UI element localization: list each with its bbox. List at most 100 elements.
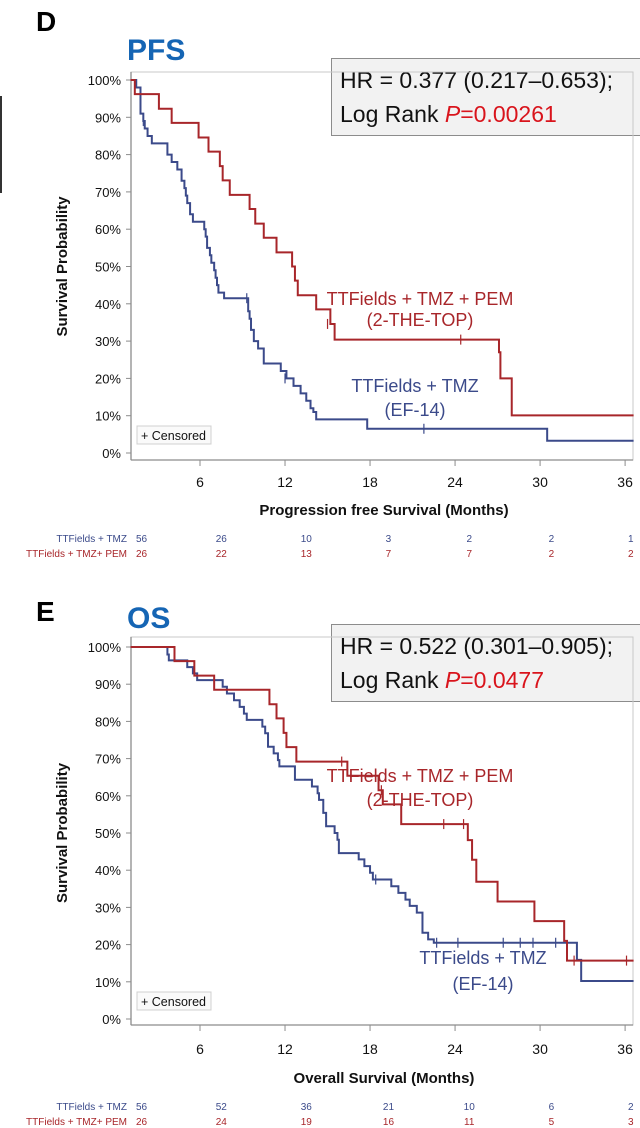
x-tick-label: 6	[196, 474, 204, 490]
y-tick-label: 100%	[88, 73, 122, 88]
y-tick-label: 30%	[95, 900, 121, 915]
y-tick-label: 60%	[95, 222, 121, 237]
at-risk-count: 52	[216, 1102, 228, 1113]
left-edge-bar	[0, 96, 2, 193]
at-risk-count: 26	[216, 534, 228, 545]
x-tick-label: 24	[447, 1041, 463, 1057]
curve-sublabel-treatment: (2-THE-TOP)	[367, 310, 474, 330]
x-tick-label: 6	[196, 1041, 204, 1057]
curve-label-control: TTFields + TMZ	[351, 376, 478, 396]
y-tick-label: 80%	[95, 714, 121, 729]
p-symbol: P	[444, 101, 461, 127]
x-tick-label: 30	[532, 1041, 548, 1057]
x-axis-label: Progression free Survival (Months)	[259, 502, 508, 519]
km-curve-control	[130, 79, 634, 442]
at-risk-count: 3	[386, 534, 392, 545]
at-risk-count: 26	[136, 549, 148, 560]
chart-pfs: 0%10%20%30%40%50%60%70%80%90%100%6 12 18 24…	[26, 71, 634, 560]
logrank-text: Log Rank P=0.0477	[340, 663, 640, 697]
panel-letter-d: D	[36, 6, 57, 37]
at-risk-row-label: TTFields + TMZ	[56, 534, 127, 545]
plot-frame	[130, 71, 634, 461]
stats-box-pfs: HR = 0.377 (0.217–0.653); Log Rank P=0.0…	[331, 58, 640, 136]
at-risk-count: 10	[301, 534, 313, 545]
logrank-text: Log Rank P=0.00261	[340, 97, 640, 131]
logrank-prefix: Log Rank	[340, 667, 445, 693]
at-risk-count: 56	[136, 534, 148, 545]
y-tick-label: 60%	[95, 789, 121, 804]
x-tick-label: 18	[362, 474, 378, 490]
censor-legend-text: + Censored	[141, 429, 206, 443]
km-curve-treatment	[130, 646, 634, 962]
x-tick-label: 18	[362, 1041, 378, 1057]
y-tick-label: 90%	[95, 677, 121, 692]
at-risk-count: 2	[549, 534, 555, 545]
at-risk-count: 16	[383, 1117, 395, 1128]
panel-title-pfs: PFS	[127, 34, 186, 67]
y-tick-label: 0%	[102, 1012, 121, 1027]
at-risk-count: 19	[301, 1117, 313, 1128]
km-curve-treatment	[130, 79, 634, 417]
y-tick-label: 10%	[95, 409, 121, 424]
censor-legend-box	[136, 991, 212, 1011]
at-risk-row-label: TTFields + TMZ+ PEM	[26, 549, 127, 560]
y-axis-label: Survival Probability	[54, 762, 71, 903]
x-tick-label: 36	[617, 1041, 633, 1057]
at-risk-count: 56	[136, 1102, 148, 1113]
hr-text: HR = 0.377 (0.217–0.653);	[340, 67, 613, 93]
y-tick-label: 50%	[95, 826, 121, 841]
x-tick-label: 12	[277, 1041, 293, 1057]
curve-sublabel-control: (EF-14)	[452, 974, 513, 994]
curve-label-treatment: TTFields + TMZ + PEM	[327, 766, 514, 786]
at-risk-count: 2	[466, 534, 472, 545]
censor-legend: + Censored	[136, 991, 212, 1011]
y-tick-label: 40%	[95, 863, 121, 878]
at-risk-count: 3	[628, 1117, 634, 1128]
y-axis-label: Survival Probability	[54, 196, 71, 337]
at-risk-count: 1	[628, 534, 634, 545]
at-risk-count: 24	[216, 1117, 228, 1128]
y-tick-label: 20%	[95, 371, 121, 386]
censor-legend: + Censored	[136, 425, 212, 445]
at-risk-count: 2	[628, 1102, 634, 1113]
plot-frame	[130, 636, 634, 1026]
y-tick-label: 20%	[95, 938, 121, 953]
p-value: =0.00261	[460, 101, 557, 127]
y-tick-label: 70%	[95, 752, 121, 767]
at-risk-count: 7	[386, 549, 392, 560]
y-tick-label: 0%	[102, 446, 121, 461]
y-tick-label: 100%	[88, 640, 122, 655]
curve-label-treatment: TTFields + TMZ + PEM	[327, 289, 514, 309]
p-value: =0.0477	[460, 667, 544, 693]
y-tick-label: 40%	[95, 297, 121, 312]
y-tick-label: 30%	[95, 334, 121, 349]
at-risk-count: 5	[549, 1117, 555, 1128]
at-risk-count: 2	[628, 549, 634, 560]
x-tick-label: 30	[532, 474, 548, 490]
censor-legend-text: + Censored	[141, 995, 206, 1009]
censor-legend-box	[136, 425, 212, 445]
panel-letter-e: E	[36, 596, 55, 627]
at-risk-count: 2	[549, 549, 555, 560]
x-axis-label: Overall Survival (Months)	[294, 1070, 475, 1087]
curve-sublabel-treatment: (2-THE-TOP)	[367, 790, 474, 810]
at-risk-count: 22	[216, 549, 228, 560]
x-tick-label: 36	[617, 474, 633, 490]
p-symbol: P	[444, 667, 461, 693]
y-tick-label: 70%	[95, 185, 121, 200]
at-risk-count: 10	[464, 1102, 476, 1113]
at-risk-count: 11	[464, 1117, 475, 1128]
at-risk-count: 26	[136, 1117, 148, 1128]
at-risk-count: 21	[383, 1102, 395, 1113]
y-tick-label: 80%	[95, 148, 121, 163]
curve-sublabel-control: (EF-14)	[384, 400, 445, 420]
panel-title-os: OS	[127, 602, 171, 635]
y-tick-label: 10%	[95, 975, 121, 990]
at-risk-count: 6	[549, 1102, 555, 1113]
at-risk-row-label: TTFields + TMZ+ PEM	[26, 1117, 127, 1128]
x-tick-label: 12	[277, 474, 293, 490]
at-risk-count: 36	[301, 1102, 313, 1113]
curve-label-control: TTFields + TMZ	[419, 948, 546, 968]
logrank-prefix: Log Rank	[340, 101, 445, 127]
